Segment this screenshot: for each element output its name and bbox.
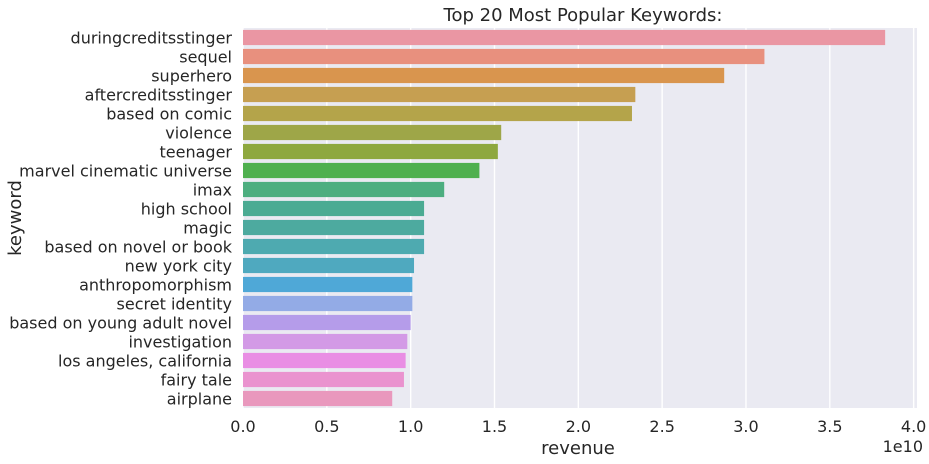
x-tick-label: 4.0: [901, 417, 926, 436]
bar: [243, 29, 886, 46]
y-tick-label: based on comic: [106, 105, 232, 124]
bar: [243, 105, 632, 122]
bar: [243, 200, 425, 217]
bar: [243, 143, 498, 160]
bar: [243, 219, 425, 236]
plot-background: [243, 28, 917, 408]
bar: [243, 86, 636, 103]
bar: [243, 333, 408, 350]
y-tick-label: marvel cinematic universe: [19, 162, 232, 181]
bar: [243, 276, 413, 293]
bar: [243, 295, 413, 312]
bar: [243, 390, 393, 407]
y-tick-labels: duringcreditsstingersequelsuperheroafter…: [9, 29, 233, 409]
bar: [243, 124, 502, 141]
x-tick-label: 3.0: [733, 417, 758, 436]
x-tick-label: 0.0: [230, 417, 255, 436]
x-tick-label: 0.5: [314, 417, 339, 436]
x-tick-label: 2.5: [649, 417, 674, 436]
x-axis-scale-label: 1e10: [883, 437, 923, 456]
bar: [243, 352, 406, 369]
y-tick-label: aftercreditsstinger: [85, 86, 233, 105]
bar: [243, 238, 425, 255]
y-tick-label: los angeles, california: [58, 352, 232, 371]
y-tick-label: imax: [193, 181, 232, 200]
y-tick-label: secret identity: [117, 295, 232, 314]
y-tick-label: based on novel or book: [44, 238, 232, 257]
x-tick-label: 2.0: [566, 417, 591, 436]
y-tick-label: fairy tale: [161, 371, 232, 390]
bar: [243, 162, 480, 179]
y-tick-label: high school: [141, 200, 232, 219]
x-axis-title: revenue: [541, 438, 615, 459]
y-tick-label: investigation: [128, 333, 232, 352]
y-tick-label: airplane: [167, 390, 232, 409]
bar: [243, 257, 415, 274]
bar: [243, 67, 725, 84]
y-axis-title: keyword: [5, 180, 26, 256]
bars: [243, 29, 886, 407]
y-tick-label: teenager: [160, 143, 233, 162]
y-tick-label: anthropomorphism: [79, 276, 232, 295]
x-tick-label: 1.5: [482, 417, 507, 436]
bar: [243, 314, 411, 331]
y-tick-label: based on young adult novel: [9, 314, 232, 333]
bar: [243, 371, 404, 388]
x-tick-label: 3.5: [817, 417, 842, 436]
bar: [243, 48, 765, 65]
y-tick-label: superhero: [151, 67, 232, 86]
y-tick-label: magic: [183, 219, 232, 238]
bar: [243, 181, 445, 198]
x-tick-labels: 0.0 0.5 1.0 1.5 2.0 2.5 3.0 3.5 4.0: [230, 417, 926, 436]
y-tick-label: sequel: [179, 48, 232, 67]
y-tick-label: duringcreditsstinger: [71, 29, 233, 48]
y-tick-label: violence: [165, 124, 232, 143]
chart-title: Top 20 Most Popular Keywords:: [443, 5, 723, 26]
y-tick-label: new york city: [125, 257, 232, 276]
x-tick-label: 1.0: [398, 417, 423, 436]
